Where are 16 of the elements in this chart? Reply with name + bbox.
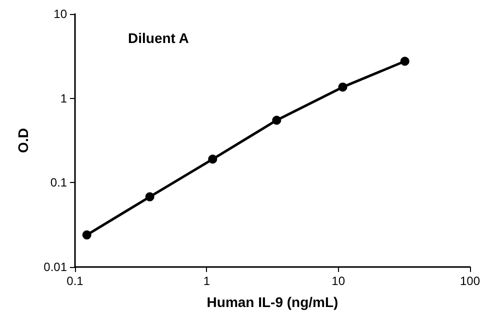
x-axis-title: Human IL-9 (ng/mL) — [206, 294, 338, 310]
point — [272, 116, 282, 125]
point — [208, 154, 218, 164]
x-tick-label: 0.1 — [66, 274, 84, 288]
y-axis-title: O.D — [15, 128, 31, 153]
y-tick-label: 0.1 — [50, 176, 68, 190]
point — [82, 230, 92, 240]
y-tick-label: 0.01 — [44, 260, 68, 274]
y-tick-label: 10 — [54, 7, 68, 21]
text: Diluent A — [128, 30, 189, 46]
point — [145, 192, 154, 202]
x-tick-label: 10 — [332, 274, 346, 288]
y-tick-label: 1 — [60, 91, 68, 106]
x-tick-label: 1 — [203, 274, 210, 288]
x-tick-label: 100 — [460, 274, 480, 288]
point — [400, 56, 410, 66]
